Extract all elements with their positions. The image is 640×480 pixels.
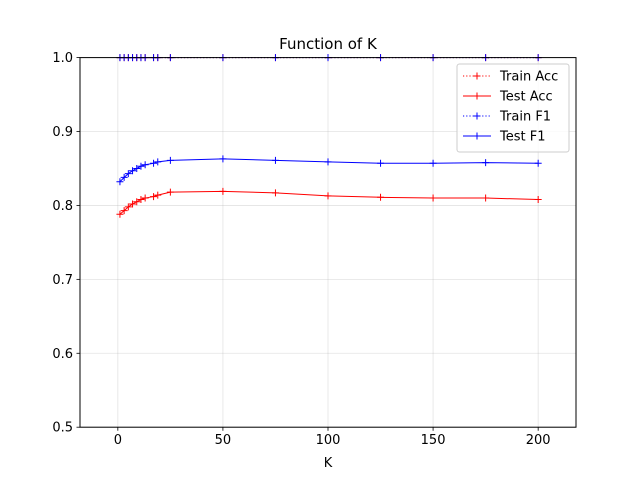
series-test-acc [116, 187, 542, 218]
y-tick-label: 0.7 [52, 273, 73, 288]
legend-item: Train F1 [463, 110, 551, 125]
data-point [133, 198, 141, 206]
legend-item: Test Acc [463, 90, 553, 105]
x-axis-label: K [324, 456, 333, 471]
legend-label: Train F1 [499, 110, 551, 125]
x-tick-label: 150 [421, 433, 446, 448]
legend-label: Test Acc [499, 90, 553, 105]
data-point [141, 161, 149, 169]
data-point [534, 196, 542, 204]
data-point [141, 194, 149, 202]
data-point [154, 191, 162, 199]
legend-item: Train Acc [463, 70, 558, 85]
y-tick-label: 1.0 [52, 51, 73, 66]
legend-box [456, 63, 570, 153]
ticks: 0 50 100 150 200 0.5 0.6 0.7 0.8 0.9 1.0 [52, 51, 550, 448]
data-point [271, 156, 279, 164]
data-point [429, 159, 437, 167]
x-tick-label: 0 [114, 433, 122, 448]
legend-marker [473, 132, 481, 140]
data-point [150, 193, 158, 201]
data-point [120, 173, 128, 181]
y-tick-label: 0.5 [52, 421, 73, 436]
legend-marker [473, 72, 481, 80]
legend-label: Test F1 [499, 130, 545, 145]
data-point [271, 189, 279, 197]
data-point [124, 170, 132, 178]
data-point [116, 178, 124, 186]
legend-marker [473, 112, 481, 120]
data-point [377, 193, 385, 201]
data-point [137, 196, 145, 204]
data-point [482, 194, 490, 202]
data-point [129, 200, 137, 208]
data-point [324, 192, 332, 200]
series-test-f1 [116, 155, 542, 186]
data-point [129, 167, 137, 175]
data-point [116, 210, 124, 218]
data-point [137, 162, 145, 170]
legend-item: Test F1 [463, 130, 545, 145]
y-tick-label: 0.9 [52, 125, 73, 140]
data-point [166, 188, 174, 196]
data-point [324, 158, 332, 166]
data-point [534, 159, 542, 167]
data-point [219, 155, 227, 163]
data-point [120, 207, 128, 215]
x-tick-label: 200 [526, 433, 551, 448]
data-point [429, 194, 437, 202]
y-tick-label: 0.6 [52, 347, 73, 362]
chart-title: Function of K [279, 35, 378, 53]
data-point [166, 156, 174, 164]
x-tick-label: 100 [316, 433, 341, 448]
data-point [219, 187, 227, 195]
legend-marker [473, 92, 481, 100]
legend: Train Acc Test Acc Train F1 Test F1 [456, 63, 570, 153]
x-tick-label: 50 [215, 433, 232, 448]
data-point [154, 158, 162, 166]
data-point [124, 203, 132, 211]
data-point [150, 159, 158, 167]
data-point [482, 159, 490, 167]
y-tick-label: 0.8 [52, 199, 73, 214]
data-point [377, 159, 385, 167]
legend-label: Train Acc [499, 70, 558, 85]
data-point [133, 164, 141, 172]
